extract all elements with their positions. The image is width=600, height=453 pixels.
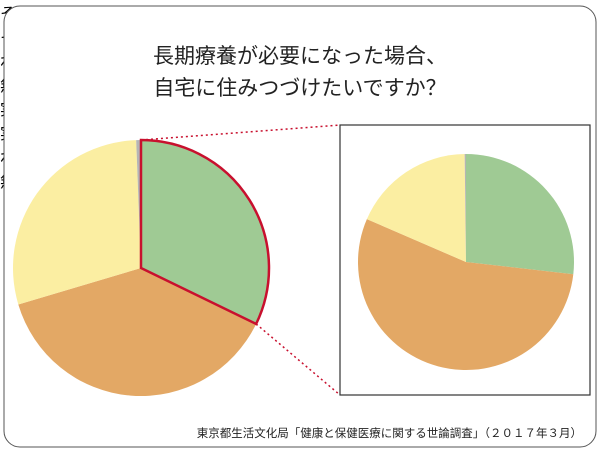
pie-slice (141, 140, 269, 324)
connector (140, 124, 341, 141)
title: 長期療養が必要になった場合、 自宅に住みつづけたいですか？ (153, 44, 447, 100)
pie-slice (366, 154, 466, 262)
highlight-outline (139, 138, 271, 326)
pie-slice (18, 268, 257, 397)
source: 東京都生活文化局「健康と保健医療に関する世論調査」（２０１７年３月） (196, 426, 582, 440)
zoom-box (339, 124, 591, 396)
connector (255, 323, 341, 396)
pie-slice (466, 154, 574, 275)
pie-slice (13, 140, 141, 305)
pie-slice (464, 154, 466, 262)
pie-slice (357, 219, 574, 371)
